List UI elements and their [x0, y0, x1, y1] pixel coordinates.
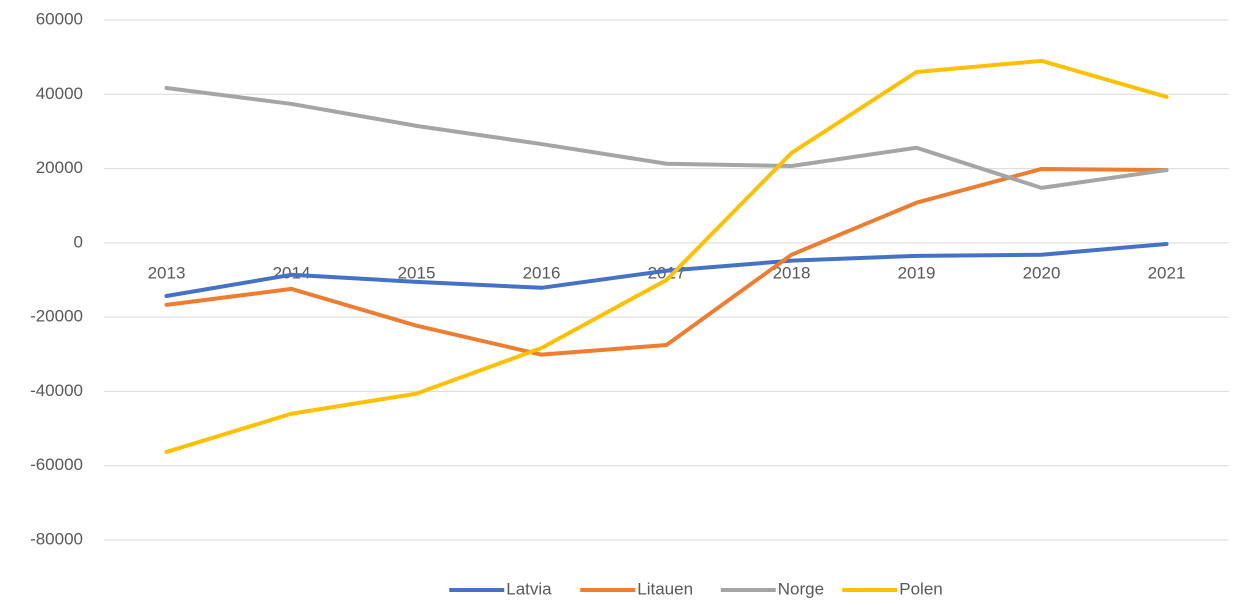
x-tick-label: 2020	[1023, 263, 1061, 282]
y-tick-label: -20000	[30, 307, 83, 326]
x-tick-label: 2018	[773, 263, 811, 282]
legend-label: Norge	[778, 579, 824, 598]
y-tick-label: -60000	[30, 455, 83, 474]
legend-label: Polen	[899, 579, 942, 598]
series-line	[164, 241, 1169, 298]
series-line	[164, 58, 1169, 454]
y-tick-label: -40000	[30, 381, 83, 400]
x-tick-label: 2016	[523, 263, 561, 282]
y-tick-label: -80000	[30, 529, 83, 548]
series-line	[164, 166, 1169, 357]
legend-label: Latvia	[506, 579, 552, 598]
x-tick-label: 2019	[898, 263, 936, 282]
y-tick-label: 60000	[36, 9, 83, 28]
x-tick-label: 2015	[398, 263, 436, 282]
x-tick-label: 2021	[1148, 263, 1186, 282]
legend-label: Litauen	[637, 579, 693, 598]
y-tick-label: 20000	[36, 158, 83, 177]
x-tick-label: 2013	[148, 263, 186, 282]
y-tick-label: 40000	[36, 84, 83, 103]
series-line	[164, 85, 1169, 190]
y-tick-label: 0	[74, 232, 83, 251]
